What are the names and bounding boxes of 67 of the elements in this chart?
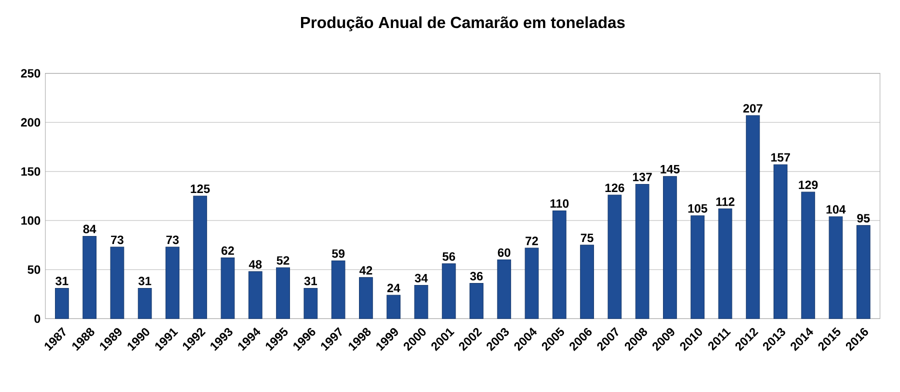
y-tick-label: 50 <box>28 265 40 274</box>
data-label: 104 <box>826 205 846 214</box>
data-label: 31 <box>138 276 152 286</box>
data-label: 52 <box>276 256 290 265</box>
bar <box>856 225 870 319</box>
data-label: 60 <box>498 248 510 257</box>
data-label: 95 <box>857 214 870 223</box>
bar <box>828 216 843 319</box>
data-label: 129 <box>798 180 818 190</box>
bar <box>138 288 152 319</box>
bar <box>552 210 566 319</box>
data-label: 56 <box>442 252 456 261</box>
bar <box>414 285 428 319</box>
data-label: 137 <box>633 172 652 182</box>
bar <box>580 244 594 319</box>
data-label: 73 <box>111 236 124 244</box>
bar <box>54 288 69 319</box>
data-label: 105 <box>688 204 708 213</box>
data-label: 59 <box>332 249 345 258</box>
data-label: 24 <box>387 284 400 292</box>
data-label: 72 <box>526 236 538 246</box>
y-tick-label: 100 <box>21 216 40 225</box>
bar <box>801 192 816 319</box>
bar <box>359 277 373 319</box>
bar <box>82 236 96 319</box>
bar <box>304 288 318 319</box>
bar <box>386 294 401 319</box>
data-label: 112 <box>716 197 734 206</box>
data-label: 31 <box>56 276 68 286</box>
data-label: 75 <box>580 234 594 242</box>
y-tick-label: 200 <box>21 118 40 127</box>
data-label: 36 <box>470 272 483 280</box>
y-tick-label: 250 <box>21 69 40 78</box>
bar <box>746 115 760 319</box>
bar <box>635 184 650 319</box>
data-label: 48 <box>248 260 262 269</box>
bar <box>663 176 677 319</box>
y-tick-label: 0 <box>34 314 40 323</box>
bar <box>608 194 622 319</box>
bar <box>248 271 262 319</box>
data-label: 126 <box>605 184 624 192</box>
data-label: 157 <box>771 153 790 162</box>
y-tick-label: 150 <box>21 167 40 176</box>
bar <box>470 283 484 319</box>
data-label: 84 <box>83 224 96 234</box>
bar <box>276 267 290 319</box>
bar <box>442 263 456 319</box>
bar <box>718 208 732 319</box>
chart-title: Produção Anual de Camarão em toneladas <box>301 16 625 32</box>
bar <box>220 258 235 319</box>
data-label: 73 <box>166 236 179 244</box>
data-label: 62 <box>222 246 234 255</box>
data-label: 145 <box>660 165 680 174</box>
bar <box>690 215 705 319</box>
bar <box>110 246 124 319</box>
data-label: 42 <box>359 266 372 275</box>
bar <box>331 260 346 319</box>
data-label: 34 <box>414 274 428 282</box>
data-label: 207 <box>743 104 762 113</box>
bar <box>166 246 180 319</box>
data-label: 31 <box>304 276 317 286</box>
bar <box>774 164 788 319</box>
bar <box>193 196 208 319</box>
bar <box>497 260 512 319</box>
bar <box>524 248 539 319</box>
data-label: 125 <box>190 184 210 194</box>
data-label: 110 <box>550 199 569 208</box>
